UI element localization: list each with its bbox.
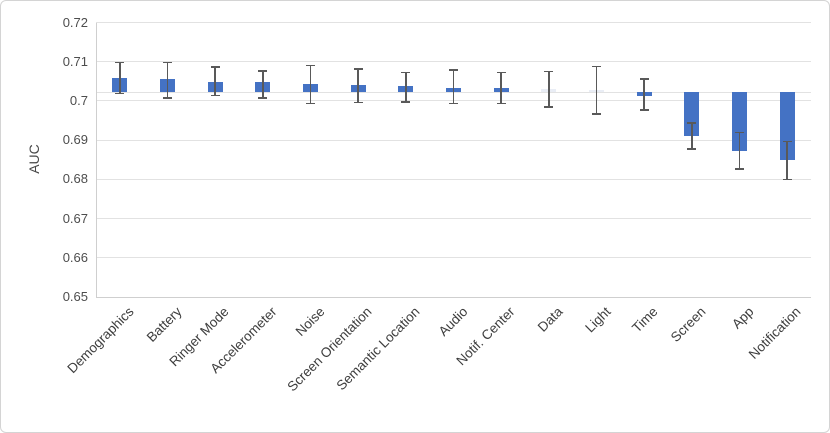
error-whisker-cap-bottom (639, 109, 649, 111)
error-whisker-cap-top (782, 140, 792, 143)
error-whisker-line (691, 122, 693, 150)
y-axis-line (96, 22, 97, 297)
y-tick-label: 0.72 (62, 14, 88, 30)
error-whisker-cap-bottom (782, 178, 792, 181)
bar (732, 92, 747, 151)
error-whisker-line (214, 66, 216, 96)
y-tick-label: 0.69 (62, 132, 88, 148)
gridline (96, 218, 811, 220)
y-tick-label: 0.65 (62, 289, 88, 304)
error-whisker-cap-bottom (592, 113, 601, 116)
x-axis-line (96, 296, 811, 298)
error-whisker-cap-bottom (544, 106, 554, 108)
error-whisker-cap-top (306, 64, 315, 67)
y-tick-label: 0.67 (62, 210, 88, 226)
error-whisker-line (309, 65, 312, 104)
error-whisker-cap-top (735, 131, 744, 134)
error-whisker-cap-bottom (496, 102, 506, 105)
error-whisker-cap-bottom (115, 92, 125, 95)
error-whisker-line (548, 71, 550, 107)
gridline (96, 257, 811, 259)
error-whisker-line (119, 62, 121, 94)
error-whisker-cap-top (544, 70, 554, 73)
error-whisker-cap-top (353, 68, 363, 70)
error-whisker-cap-bottom (687, 148, 697, 150)
error-whisker-cap-bottom (401, 100, 411, 103)
gridline (96, 178, 811, 180)
error-whisker-line (738, 132, 741, 170)
bar (684, 92, 700, 137)
gridline (96, 22, 811, 23)
y-tick-label: 0.7 (69, 92, 88, 108)
error-whisker-cap-bottom (258, 96, 268, 99)
error-whisker-cap-top (496, 71, 506, 74)
error-whisker-cap-top (639, 78, 649, 80)
error-whisker-cap-top (115, 61, 125, 64)
y-tick-label: 0.71 (62, 53, 88, 69)
error-whisker-cap-top (449, 69, 458, 71)
error-whisker-line (595, 66, 598, 115)
error-whisker-line (357, 69, 359, 103)
error-whisker-cap-bottom (449, 102, 458, 105)
error-whisker-cap-top (592, 65, 601, 68)
y-tick-label: 0.68 (62, 171, 88, 187)
x-category-label: Notification (745, 304, 804, 362)
error-whisker-line (500, 72, 502, 104)
gridline (96, 139, 811, 141)
y-tick-label: 0.66 (62, 249, 88, 265)
error-whisker-cap-top (687, 122, 697, 124)
error-whisker-cap-bottom (210, 94, 220, 97)
error-whisker-cap-top (163, 61, 172, 64)
error-whisker-cap-bottom (353, 101, 363, 104)
error-whisker-cap-bottom (735, 168, 744, 170)
error-whisker-line (262, 70, 264, 98)
error-whisker-line (643, 78, 645, 110)
error-whisker-cap-top (210, 66, 220, 68)
error-whisker-cap-top (258, 69, 268, 72)
error-whisker-line (405, 72, 407, 102)
error-whisker-cap-top (401, 71, 411, 74)
error-whisker-cap-bottom (306, 102, 315, 105)
error-whisker-line (786, 141, 788, 180)
error-whisker-line (166, 62, 169, 98)
gridline (96, 61, 811, 63)
error-whisker-cap-bottom (163, 96, 172, 99)
bar (779, 92, 795, 161)
error-whisker-line (452, 69, 455, 104)
